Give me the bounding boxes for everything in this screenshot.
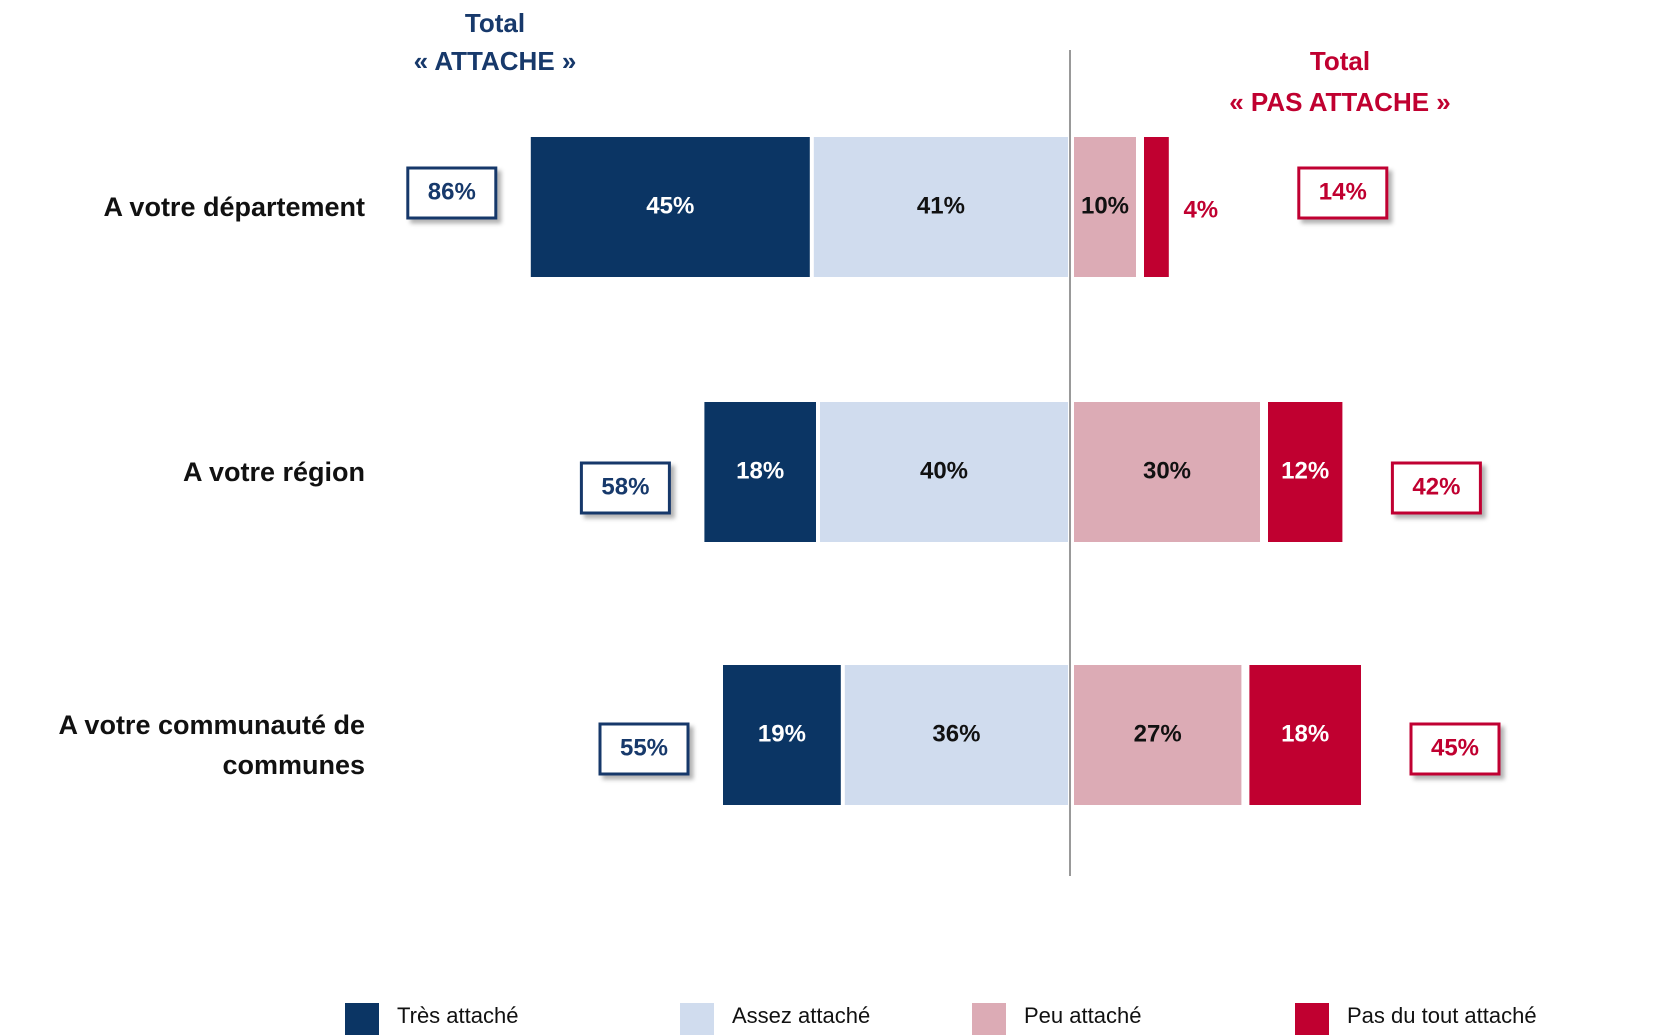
total-label: 55%	[620, 734, 668, 761]
total-box	[579, 461, 671, 515]
legend-swatch	[345, 1003, 379, 1035]
total-label: 58%	[601, 473, 649, 500]
total-label: 14%	[1319, 178, 1367, 205]
total-box	[406, 166, 498, 220]
total-box	[1297, 166, 1389, 220]
bar-label: 40%	[920, 457, 968, 484]
bar-label: 30%	[1143, 457, 1191, 484]
bar-label: 45%	[646, 192, 694, 219]
bar-segment	[1268, 402, 1343, 542]
legend-label: Peu attaché	[1024, 1003, 1141, 1028]
bar-label: 12%	[1281, 457, 1329, 484]
legend-label: Assez attaché	[732, 1003, 870, 1028]
bar-segment	[1074, 402, 1260, 542]
bar-label: 4%	[1183, 196, 1218, 223]
right-header: Total	[1310, 46, 1370, 76]
total-label: 86%	[428, 178, 476, 205]
total-box	[598, 722, 690, 776]
bar-segment	[1144, 137, 1169, 277]
left-header: « ATTACHE »	[414, 46, 577, 76]
category-label: A votre département	[103, 192, 365, 222]
bar-label: 27%	[1134, 720, 1182, 747]
legend-label: Pas du tout attaché	[1347, 1003, 1537, 1028]
legend-swatch	[1295, 1003, 1329, 1035]
bar-segment	[1074, 665, 1242, 805]
bar-segment	[844, 665, 1068, 805]
bar-segment	[530, 137, 810, 277]
bar-segment	[820, 402, 1068, 542]
total-label: 42%	[1412, 473, 1460, 500]
legend-swatch	[680, 1003, 714, 1035]
bar-segment	[723, 665, 841, 805]
bar-segment	[813, 137, 1068, 277]
category-label: A votre région	[182, 457, 365, 487]
bar-label: 18%	[736, 457, 784, 484]
total-box	[1409, 722, 1501, 776]
category-label: A votre communauté de communes	[58, 710, 365, 780]
legend-label: Très attaché	[397, 1003, 518, 1028]
bar-segment	[704, 402, 816, 542]
bar-label: 10%	[1081, 192, 1129, 219]
total-label: 45%	[1431, 734, 1479, 761]
bar-label: 36%	[932, 720, 980, 747]
bar-label: 18%	[1281, 720, 1329, 747]
bar-segment	[1074, 137, 1136, 277]
total-box	[1390, 461, 1482, 515]
right-header: « PAS ATTACHE »	[1229, 87, 1451, 117]
bar-label: 19%	[758, 720, 806, 747]
bar-segment	[1249, 665, 1361, 805]
left-header: Total	[465, 8, 525, 38]
legend-swatch	[972, 1003, 1006, 1035]
bar-label: 41%	[917, 192, 965, 219]
